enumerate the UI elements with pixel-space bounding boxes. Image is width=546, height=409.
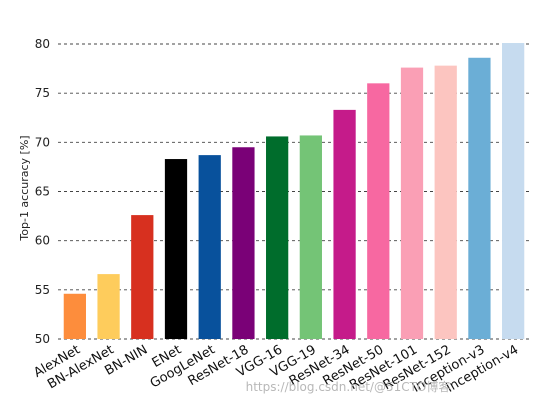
bar-vgg-16: [266, 136, 289, 339]
y-tick-label: 75: [35, 86, 50, 100]
bar-googlenet: [198, 155, 221, 339]
bar-bn-nin: [131, 215, 154, 339]
y-tick-label: 80: [35, 37, 50, 51]
bar-resnet-101: [400, 67, 424, 339]
y-tick-label: 60: [35, 234, 50, 248]
bar-resnet-50: [367, 83, 390, 339]
bar-resnet-152: [434, 65, 457, 339]
bar-vgg-19: [299, 135, 322, 339]
y-tick-label: 50: [35, 332, 50, 346]
bar-enet: [164, 159, 188, 339]
y-tick-label: 65: [35, 185, 50, 199]
bar-resnet-34: [333, 109, 356, 339]
bar-bn-alexnet: [97, 274, 120, 339]
bars: [63, 43, 525, 340]
bar-alexnet: [63, 293, 86, 339]
bar-resnet-18: [232, 147, 255, 339]
bar-inception-v4: [502, 43, 525, 340]
y-axis-ticks: 50 55 60 65 70 75 80: [35, 37, 50, 346]
y-tick-label: 70: [35, 135, 50, 149]
y-axis-title: Top-1 accuracy [%]: [18, 135, 31, 241]
watermark: https://blog.csdn.net/@51CTO博客: [246, 379, 451, 394]
bar-inception-v3: [468, 57, 491, 340]
y-tick-label: 55: [35, 283, 50, 297]
